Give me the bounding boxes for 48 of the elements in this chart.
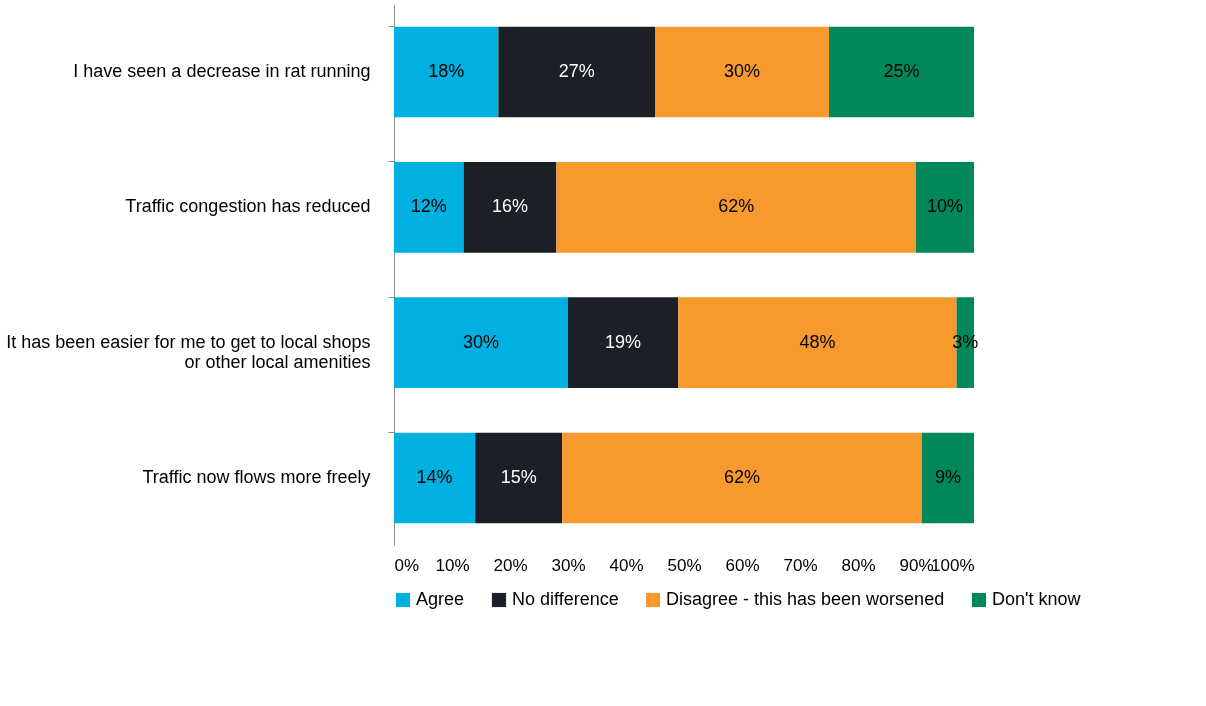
data-label: 30% [723,60,761,81]
x-tick-label: 10% [435,555,470,575]
bar [568,297,679,389]
y-tick-label: Traffic congestion has reduced [125,196,371,217]
bar [921,432,974,524]
legend-label: Don't know [992,589,1082,609]
x-tick-label: 60% [725,555,760,575]
data-label: 27% [558,60,595,81]
data-label: 62% [718,196,755,217]
data-label: 12% [410,196,447,217]
x-tick-label: 90% [899,555,934,575]
bar [498,26,655,118]
y-tick-label: It has been easier for me to get to local shops or other local amenities [6,331,371,372]
bar [394,432,476,524]
y-tick-label: I have seen a decrease in rat running [73,60,371,81]
x-tick-label: 20% [493,555,528,575]
data-label: 48% [799,331,836,352]
x-tick-label: 80% [841,555,876,575]
x-tick-label: 50% [667,555,702,575]
data-label: 19% [605,331,642,352]
data-label: 14% [416,467,453,488]
x-tick-label: 40% [609,555,644,575]
bar [916,161,974,253]
y-tick-label: Traffic now flows more freely [142,467,371,488]
bar [655,26,829,118]
bar [562,432,922,524]
x-tick-label: 100% [931,555,975,575]
data-label: 9% [934,467,961,488]
data-label: 62% [723,467,761,488]
data-label: 16% [491,196,529,217]
legend-label: Disagree - this has been worsened [666,589,945,609]
bar [475,432,563,524]
bar [394,161,464,253]
data-label: 30% [462,331,500,352]
x-tick-label: 70% [783,555,818,575]
bar [556,161,916,253]
data-label: 15% [500,467,537,488]
x-tick-label: 30% [551,555,586,575]
data-label: 25% [883,60,920,81]
bar [394,297,568,389]
legend-label: Agree [416,589,465,609]
x-tick-label: 0% [394,555,420,575]
bar [463,161,557,253]
data-label: 10% [926,196,964,217]
bar [394,26,499,118]
legend-label: No difference [512,589,619,609]
bar [829,26,974,118]
data-label: 18% [428,60,465,81]
